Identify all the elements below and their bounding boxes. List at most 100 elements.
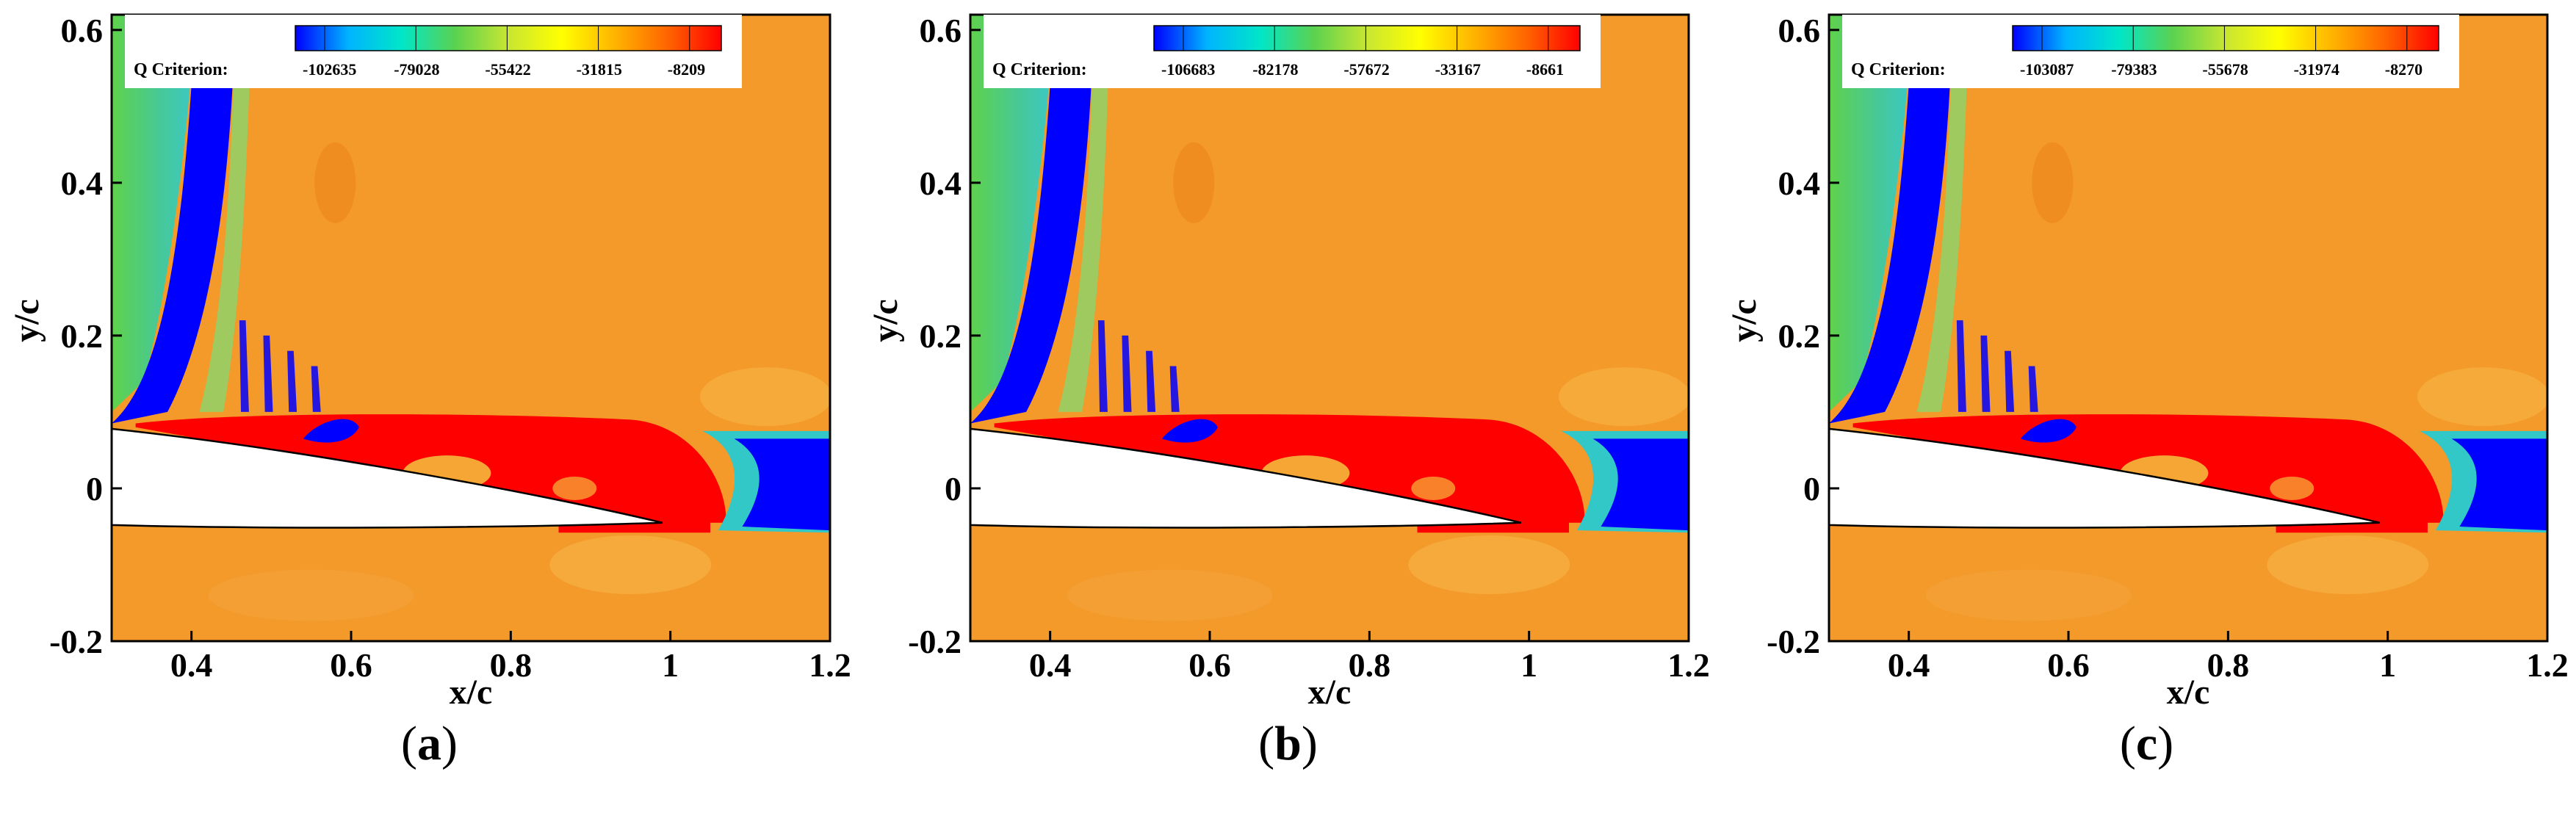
y-tick-label: 0.4: [1778, 165, 1821, 202]
field-patch: [2417, 367, 2547, 427]
y-tick-label: -0.2: [908, 623, 962, 660]
colorbar-legend: Q Criterion: -106683 -82178 -57672 -33167 -86…: [984, 15, 1601, 88]
vortex-bubble: [2020, 419, 2077, 443]
y-tick-label: 0: [1803, 470, 1820, 507]
field-patch: [1067, 569, 1273, 621]
colorbar-tick-label: -79383: [2111, 60, 2157, 79]
y-tick-label: 0.4: [920, 165, 962, 202]
field-patch: [700, 367, 830, 427]
field-patch: [549, 535, 712, 594]
y-tick-label: 0.2: [61, 317, 104, 355]
field-patch: [2267, 535, 2429, 594]
colorbar-tick-label: -8209: [668, 60, 705, 79]
y-tick-label: -0.2: [1767, 623, 1820, 660]
field-patch: [1408, 535, 1570, 594]
x-tick-label: 0.4: [1029, 646, 1072, 684]
shock-fringe: [199, 15, 252, 412]
y-axis-title: y/c: [866, 299, 905, 342]
shock-band: [970, 15, 1094, 424]
panel-label: (a): [401, 717, 458, 770]
q-criterion-contour-plot: Q Criterion: -103087 -79383 -55678 -31974 -82…: [1725, 12, 2569, 705]
x-tick-label: 0.6: [1188, 646, 1231, 684]
colorbar-title: Q Criterion:: [1851, 60, 1946, 79]
field-patch: [2032, 142, 2074, 223]
figure-panel-a: Q Criterion: -102635 -79028 -55422 -31815 -82…: [0, 0, 859, 813]
x-axis-title: x/c: [2167, 673, 2210, 705]
y-axis-title: y/c: [1725, 299, 1764, 342]
x-tick-label: 1.2: [1667, 646, 1710, 684]
field-patch: [208, 569, 414, 621]
field-patch: [2270, 476, 2315, 500]
x-tick-label: 0.8: [1349, 646, 1391, 684]
field-patch: [314, 142, 356, 223]
y-tick-label: -0.2: [49, 623, 103, 660]
shock-band: [1829, 15, 1953, 424]
field-patch: [1925, 569, 2132, 621]
colorbar-tick-label: -31974: [2294, 60, 2339, 79]
y-axis-title: y/c: [7, 299, 46, 342]
figure-panel-b: Q Criterion: -106683 -82178 -57672 -33167 -86…: [859, 0, 1717, 813]
x-tick-label: 0.8: [490, 646, 533, 684]
colorbar-tick-label: -79028: [394, 60, 439, 79]
airfoil: [970, 427, 1522, 529]
x-tick-label: 0.4: [170, 646, 213, 684]
flow-field: [1829, 15, 2547, 641]
field-patch: [1173, 142, 1215, 223]
vortex-streak: [1956, 320, 1966, 412]
colorbar: [295, 25, 722, 51]
shock-fringe: [1916, 15, 1969, 412]
vortex-streak: [2005, 350, 2015, 412]
colorbar-tick-label: -55678: [2202, 60, 2248, 79]
field-patch: [552, 476, 597, 500]
vortex-bubble: [1161, 419, 1218, 443]
vortex-streak: [311, 366, 321, 412]
colorbar: [2012, 25, 2439, 51]
vortex-streak: [1146, 350, 1156, 412]
q-criterion-contour-plot: Q Criterion: -102635 -79028 -55422 -31815 -82…: [7, 12, 851, 705]
y-tick-label: 0: [945, 470, 962, 507]
wake-core: [734, 438, 830, 531]
colorbar-title: Q Criterion:: [134, 60, 228, 79]
shock-fringe: [1058, 15, 1111, 412]
colorbar-tick-label: -82178: [1252, 60, 1298, 79]
flow-field: [970, 15, 1689, 641]
y-tick-label: 0.2: [920, 317, 962, 355]
y-tick-label: 0.6: [61, 12, 104, 49]
colorbar-tick-label: -31815: [577, 60, 622, 79]
field-patch: [1559, 367, 1689, 427]
colorbar-tick-label: -57672: [1343, 60, 1389, 79]
colorbar-tick-label: -103087: [2020, 60, 2074, 79]
x-tick-label: 1.2: [2526, 646, 2569, 684]
freestream-region: [970, 15, 1055, 412]
colorbar-title: Q Criterion:: [992, 60, 1087, 79]
x-tick-label: 0.6: [2047, 646, 2090, 684]
airfoil: [1829, 427, 2381, 529]
colorbar-tick-label: -102635: [303, 60, 356, 79]
x-tick-label: 1.2: [809, 646, 851, 684]
vortex-streak: [2028, 366, 2038, 412]
y-tick-label: 0.2: [1778, 317, 1821, 355]
vortex-bubble: [303, 419, 359, 443]
x-axis-title: x/c: [450, 673, 493, 705]
airfoil: [112, 427, 663, 529]
x-tick-label: 0.8: [2207, 646, 2250, 684]
panel-label: (b): [1258, 717, 1318, 770]
y-tick-label: 0: [86, 470, 103, 507]
colorbar-legend: Q Criterion: -102635 -79028 -55422 -31815 -82…: [125, 15, 742, 88]
wake-core: [1592, 438, 1689, 531]
panel-label: (c): [2119, 717, 2174, 770]
x-tick-label: 0.4: [1888, 646, 1930, 684]
vortex-streak: [287, 350, 297, 412]
vortex-streak: [1980, 335, 1991, 412]
flow-field: [112, 15, 830, 641]
y-tick-label: 0.6: [920, 12, 962, 49]
x-tick-label: 0.6: [330, 646, 372, 684]
x-axis-title: x/c: [1308, 673, 1352, 705]
x-tick-label: 1: [2379, 646, 2396, 684]
colorbar-tick-label: -106683: [1161, 60, 1215, 79]
vortex-streak: [239, 320, 249, 412]
freestream-region: [1829, 15, 1913, 412]
colorbar-tick-label: -55422: [485, 60, 530, 79]
y-tick-label: 0.6: [1778, 12, 1821, 49]
vortex-streak: [1122, 335, 1132, 412]
